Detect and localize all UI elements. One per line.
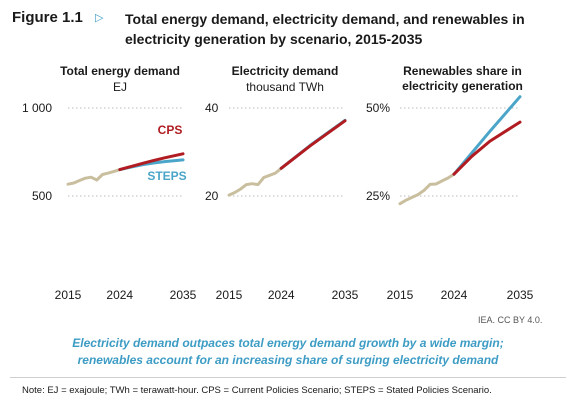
series-line-cps: [118, 152, 185, 172]
figure-caption: Electricity demand outpaces total energy…: [0, 335, 576, 369]
panel-2-unit: thousand TWh: [246, 80, 324, 94]
figure-label: Figure 1.1: [12, 9, 83, 26]
figure-note: Note: EJ = exajoule; TWh = terawatt-hour…: [22, 385, 492, 396]
panel-1-title: Total energy demand: [60, 64, 180, 78]
y-tick-label: 25%: [366, 189, 390, 203]
y-tick-label: 50%: [366, 101, 390, 115]
figure-title: Total energy demand, electricity demand,…: [125, 11, 525, 47]
play-triangle-icon: ▷: [95, 12, 104, 24]
x-tick-label: 2015: [387, 288, 414, 302]
note-divider: [10, 377, 566, 378]
x-tick-label: 2035: [170, 288, 197, 302]
figure-header: Figure 1.1 ▷ Total energy demand, electr…: [0, 0, 576, 62]
series-label-cps: CPS: [158, 123, 183, 137]
caption-line-2: renewables account for an increasing sha…: [77, 353, 499, 367]
x-tick-label: 2024: [441, 288, 468, 302]
series-line-cps: [452, 120, 522, 176]
series-line-historical: [227, 166, 283, 197]
series-label-steps: STEPS: [147, 169, 186, 183]
panel-2-title: Electricity demand: [231, 64, 339, 78]
x-tick-label: 2024: [268, 288, 295, 302]
series-line-historical: [66, 168, 122, 186]
y-tick-label: 20: [205, 189, 219, 203]
x-tick-label: 2024: [106, 288, 133, 302]
panel-1-unit: EJ: [112, 80, 127, 94]
y-tick-label: 40: [205, 101, 219, 115]
y-tick-label: 500: [32, 189, 52, 203]
credit-text: IEA. CC BY 4.0.: [478, 315, 543, 325]
x-tick-label: 2035: [507, 288, 534, 302]
x-tick-label: 2035: [332, 288, 359, 302]
series-line-historical: [398, 172, 456, 206]
caption-line-1: Electricity demand outpaces total energy…: [72, 336, 504, 350]
series-line-cps: [279, 119, 347, 170]
y-tick-label: 1 000: [22, 101, 52, 115]
panel-3-title: Renewables share in electricity generati…: [402, 64, 523, 93]
x-tick-label: 2015: [55, 288, 82, 302]
x-tick-label: 2015: [216, 288, 243, 302]
